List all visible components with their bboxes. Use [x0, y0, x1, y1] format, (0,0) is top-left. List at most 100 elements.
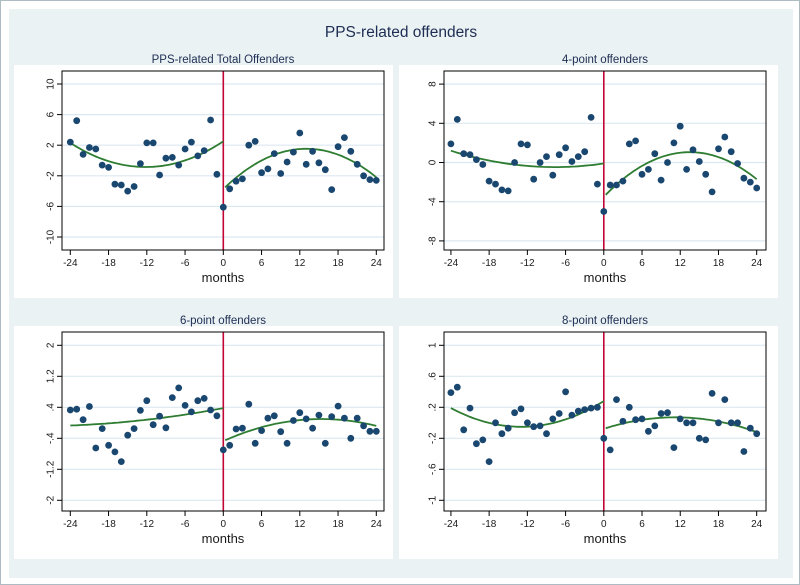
data-point: [632, 137, 639, 145]
data-point: [111, 180, 119, 188]
x-tick-label: 18: [713, 258, 725, 269]
data-point: [473, 156, 480, 164]
data-point: [372, 177, 380, 184]
x-axis: -24 -18 -12 -6 0 6 12 18 24 months: [63, 511, 382, 546]
data-point: [695, 158, 703, 165]
data-point: [555, 151, 563, 159]
data-point: [549, 415, 557, 423]
data-point: [137, 160, 144, 168]
data-point: [73, 405, 81, 413]
y-tick-label: 0: [428, 159, 439, 165]
y-tick-label: -2: [46, 495, 57, 504]
data-point: [207, 116, 215, 124]
data-point: [149, 139, 157, 147]
y-tick-label: 8: [428, 81, 439, 87]
data-point: [213, 170, 221, 178]
data-point: [453, 116, 461, 123]
x-tick-label: 12: [294, 258, 306, 269]
y-axis: 1 .6 .2 -.2 -.6 -1: [428, 342, 444, 505]
data-point: [740, 174, 748, 182]
data-point: [283, 439, 291, 447]
x-tick-label: -18: [101, 258, 116, 269]
panel-1: 10 6 2 -2 -6 -10 -24 -18 -12 -6 0 6 12 18 24 months PPS-…: [14, 54, 393, 298]
x-tick-label: 24: [371, 519, 383, 530]
data-point: [702, 436, 710, 444]
data-point: [619, 417, 627, 425]
data-point: [175, 161, 183, 169]
data-point: [360, 422, 367, 430]
data-point: [302, 160, 310, 168]
data-point: [321, 166, 329, 174]
y-tick-label: 1: [428, 342, 439, 348]
panel-4: 1 .6 .2 -.2 -.6 -1 -24 -18 -12 -6 0 6 12 18 24 months 8-…: [399, 315, 778, 559]
x-tick-label: 6: [259, 258, 265, 269]
x-tick-label: -12: [520, 258, 535, 269]
data-point: [485, 177, 493, 185]
y-tick-label: -1.2: [46, 460, 57, 478]
data-point: [651, 422, 659, 430]
data-point: [277, 170, 285, 177]
data-point: [181, 145, 189, 153]
data-point: [594, 403, 601, 411]
data-point: [296, 409, 304, 417]
y-tick-label: 2: [46, 142, 57, 148]
data-point: [353, 414, 361, 422]
data-point: [143, 139, 151, 147]
data-point: [162, 424, 170, 432]
y-axis: 8 4 0 -4 -8: [428, 81, 444, 245]
data-point: [321, 439, 329, 447]
panel-title: PPS-related Total Offenders: [152, 54, 295, 66]
data-point: [168, 154, 176, 161]
data-point: [149, 421, 157, 429]
data-point: [130, 425, 138, 432]
data-point: [168, 394, 176, 401]
data-point: [156, 412, 164, 420]
data-point: [498, 186, 506, 194]
data-point: [162, 154, 170, 162]
y-tick-label: -1: [428, 495, 439, 504]
data-point: [251, 439, 259, 447]
x-axis-title: months: [584, 270, 627, 285]
data-point: [258, 169, 265, 177]
data-point: [73, 117, 81, 125]
data-point: [213, 412, 221, 420]
data-point: [670, 139, 678, 147]
data-point: [447, 389, 455, 396]
data-point: [562, 144, 569, 152]
data-point: [543, 430, 550, 438]
panel-2: 8 4 0 -4 -8 -24 -18 -12 -6 0 6 12 18 24 months 4-point …: [399, 54, 778, 298]
data-point: [479, 161, 487, 168]
data-point: [66, 138, 74, 146]
y-tick-label: 6: [46, 111, 57, 117]
data-point: [587, 114, 595, 121]
x-tick-label: -12: [140, 519, 155, 530]
data-point: [309, 424, 316, 432]
data-point: [124, 431, 132, 439]
data-point: [372, 427, 380, 435]
data-point: [504, 424, 512, 432]
data-point: [683, 419, 690, 427]
data-point: [79, 151, 87, 158]
y-tick-label: .2: [428, 403, 439, 412]
data-point: [625, 140, 633, 148]
data-point: [594, 180, 601, 188]
data-point: [245, 400, 253, 408]
x-tick-label: 24: [751, 519, 763, 530]
x-tick-label: -18: [482, 258, 497, 269]
x-tick-label: -12: [520, 519, 535, 530]
y-tick-label: -.2: [428, 432, 439, 444]
data-point: [734, 160, 741, 167]
data-point: [270, 150, 278, 158]
data-point: [460, 426, 468, 434]
data-point: [200, 147, 208, 155]
data-point: [619, 177, 627, 185]
x-tick-label: -6: [561, 258, 570, 269]
data-point: [137, 407, 144, 414]
x-tick-label: -6: [561, 519, 570, 530]
data-point: [111, 448, 119, 456]
data-point: [181, 402, 189, 409]
y-tick-label: -.4: [46, 432, 57, 444]
